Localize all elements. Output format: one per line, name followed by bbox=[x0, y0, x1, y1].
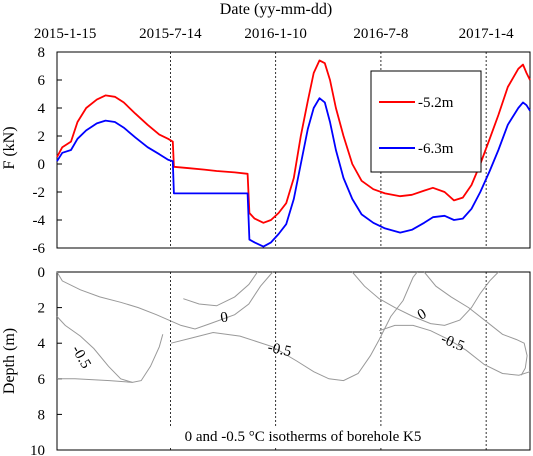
force-y-tick-label: 2 bbox=[38, 129, 46, 145]
isotherm-y-tick-label: 4 bbox=[38, 336, 46, 352]
isotherm-y-tick-label: 8 bbox=[38, 407, 46, 423]
isotherm-line bbox=[56, 271, 274, 330]
isotherm-line bbox=[183, 271, 258, 307]
force-y-tick-label: 0 bbox=[38, 157, 46, 173]
force-y-axis-label: F (kN) bbox=[1, 126, 18, 169]
isotherm-line bbox=[170, 271, 418, 382]
isotherm-y-axis-label: Depth (m) bbox=[1, 328, 18, 394]
legend: -5.2m -6.3m bbox=[370, 70, 482, 173]
contour-label: -0.5 bbox=[266, 340, 293, 361]
chart-title: Date (yy-mm-dd) bbox=[220, 1, 332, 18]
isotherm-line bbox=[56, 316, 164, 383]
legend-box bbox=[370, 70, 482, 173]
isotherm-grid bbox=[170, 272, 487, 450]
isotherm-annotation: 0 and -0.5 °C isotherms of borehole K5 bbox=[185, 429, 422, 445]
isotherm-contour-labels: 0 -0.5 -0.5 0 -0.5 bbox=[68, 306, 467, 371]
force-y-tick-label: -6 bbox=[33, 241, 46, 257]
force-plot-frame bbox=[56, 51, 531, 249]
date-tick-labels: 2015-1-15 2015-7-14 2016-1-10 2016-7-8 2017-… bbox=[34, 26, 514, 42]
isotherm-line bbox=[379, 324, 531, 376]
force-series-line-blue bbox=[56, 97, 531, 248]
date-tick-label: 2017-1-4 bbox=[459, 26, 514, 42]
isotherm-y-tick-label: 6 bbox=[38, 372, 46, 388]
force-y-tick-label: 4 bbox=[38, 101, 46, 117]
isotherm-y-ticks: 0 2 4 6 8 10 bbox=[30, 265, 62, 456]
force-y-tick-label: -4 bbox=[33, 213, 46, 229]
isotherm-y-tick-label: 2 bbox=[38, 301, 46, 317]
contour-label: -0.5 bbox=[439, 331, 467, 355]
date-tick-label: 2016-1-10 bbox=[244, 26, 307, 42]
force-y-tick-label: 8 bbox=[38, 45, 46, 61]
isotherm-plot-frame bbox=[56, 271, 531, 451]
isotherm-y-tick-label: 10 bbox=[30, 443, 45, 456]
force-y-tick-label: -2 bbox=[33, 185, 46, 201]
force-series bbox=[56, 59, 531, 248]
legend-label-blue: -6.3m bbox=[418, 141, 454, 157]
isotherm-panel: 0 2 4 6 8 10 0 -0.5 -0.5 0 -0.5 0 and -0.5 °C iso… bbox=[1, 265, 531, 456]
contour-label: 0 bbox=[415, 306, 429, 324]
date-tick-label: 2016-7-8 bbox=[353, 26, 408, 42]
force-y-ticks: -6 -4 -2 0 2 4 6 8 bbox=[33, 45, 62, 257]
contour-label: 0 bbox=[219, 309, 229, 326]
annotation-background bbox=[158, 426, 448, 446]
date-tick-label: 2015-1-15 bbox=[34, 26, 97, 42]
isotherm-line bbox=[351, 271, 499, 326]
contour-label: -0.5 bbox=[68, 343, 94, 372]
isotherm-lines bbox=[56, 271, 531, 383]
isotherm-y-tick-label: 0 bbox=[38, 265, 46, 281]
force-panel: -6 -4 -2 0 2 4 6 8 F (kN) -5.2m -6.3m bbox=[1, 45, 531, 257]
legend-label-red: -5.2m bbox=[418, 95, 454, 111]
force-series-line-red bbox=[56, 59, 531, 224]
force-y-tick-label: 6 bbox=[38, 73, 46, 89]
isotherm-line bbox=[423, 271, 528, 376]
isotherm-line bbox=[57, 378, 133, 383]
date-tick-label: 2015-7-14 bbox=[139, 26, 202, 42]
